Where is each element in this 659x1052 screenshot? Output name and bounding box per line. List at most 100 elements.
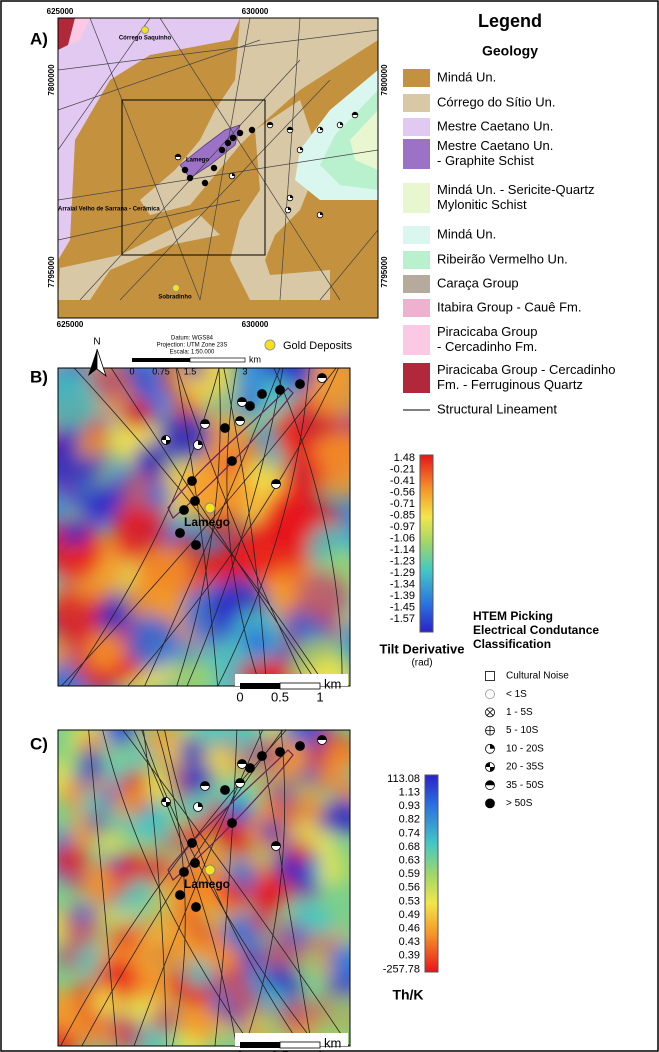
scale-label: 3: [242, 366, 247, 376]
symbol: [275, 385, 285, 395]
heat-blob: [246, 443, 266, 463]
colorbar-label: -1.39: [390, 590, 415, 602]
scale-unit: km: [324, 1035, 341, 1050]
lineament: [217, 368, 310, 686]
symbol: [248, 126, 256, 134]
colorbar-label: -0.56: [390, 486, 415, 498]
legend-label: Mindá Un.: [437, 69, 496, 84]
symbol: [161, 435, 171, 445]
symbol: [220, 785, 230, 795]
contour: [167, 749, 294, 881]
heat-blob: [110, 506, 167, 563]
heat-blob: [113, 786, 146, 819]
x-coord: 625000: [57, 320, 84, 329]
symbol: [175, 528, 185, 538]
place-label: Lamego: [186, 158, 209, 164]
map-border: [57, 17, 379, 319]
lineament: [73, 368, 327, 686]
scale-label: 0: [129, 366, 134, 376]
heat-blob: [319, 862, 341, 885]
symbol: [232, 173, 235, 176]
lineament: [273, 368, 343, 686]
gold-symbol: [264, 339, 276, 351]
heat-blob: [149, 1004, 179, 1034]
north-arrow: [96, 348, 107, 378]
colorbar-label: -1.57: [390, 613, 415, 625]
symbol: [485, 780, 495, 786]
heat-blob: [177, 737, 206, 766]
gold-deposit: [204, 502, 216, 514]
heat-blob: [217, 1020, 235, 1039]
symbol: [175, 890, 185, 900]
legend-swatch: [403, 69, 430, 87]
symbol: [320, 212, 323, 215]
heat-blob: [120, 396, 155, 430]
heat-blob: [290, 789, 324, 824]
heat-blob: [296, 873, 317, 894]
lineament: [122, 730, 350, 1046]
colorbar-label: -0.71: [390, 498, 415, 510]
heat-blob: [304, 368, 350, 419]
heat-field: [58, 730, 350, 1046]
symbol: [295, 379, 305, 389]
colorbar-label: -0.85: [390, 509, 415, 521]
north-label: N: [93, 337, 100, 348]
lineament: [133, 730, 264, 1046]
heat-blob: [126, 616, 180, 670]
legend-label: Córrego do Sítio Un.: [437, 94, 556, 109]
lineament: [144, 368, 281, 686]
heat-blob: [60, 779, 86, 804]
heat-blob: [281, 453, 325, 497]
symbol: [175, 154, 181, 157]
thk-map: [58, 730, 350, 1046]
legend-label: Ribeirão Vermelho Un.: [437, 251, 568, 266]
legend-label: Piracicaba Group: [437, 324, 537, 339]
symbol: [486, 708, 494, 716]
scale-label: 1: [316, 689, 323, 704]
colorbar-label: -0.21: [390, 463, 415, 475]
heat-blob: [93, 775, 112, 794]
scale-bar: [279, 682, 321, 690]
heat-blob: [134, 547, 193, 606]
x-coord: 630000: [242, 320, 269, 329]
colorbar-label: -1.34: [390, 578, 415, 590]
symbol: [275, 747, 285, 757]
symbol: [317, 373, 327, 378]
lineament: [133, 730, 237, 1046]
symbol: [245, 763, 255, 773]
symbol: [267, 122, 273, 125]
heat-blob: [319, 844, 339, 865]
gold-deposit: [141, 26, 149, 34]
colorbar-label: 0.53: [399, 895, 420, 907]
heat-blob: [89, 368, 133, 402]
symbol: [227, 456, 237, 466]
symbol: [191, 902, 201, 912]
symbol: [317, 735, 327, 740]
heat-blob: [183, 368, 205, 379]
symbol: [229, 134, 237, 142]
gold-deposit: [204, 864, 216, 876]
place-label: Córrego Saquinho: [119, 36, 172, 42]
heat-blob: [184, 959, 213, 988]
gold-label: Gold Deposits: [283, 340, 353, 352]
heat-blob: [132, 441, 170, 479]
legend-swatch: [403, 183, 430, 213]
legend-label: Mestre Caetano Un.: [437, 138, 553, 153]
x-coord: 630000: [242, 7, 269, 16]
heat-blob: [210, 993, 231, 1013]
heat-blob: [270, 570, 296, 596]
heat-blob: [147, 482, 172, 507]
north-arrow: [88, 349, 97, 376]
geology-map: [58, 18, 378, 318]
symbol: [190, 858, 200, 868]
heat-blob: [101, 835, 122, 856]
symbol: [200, 781, 210, 786]
lineament: [156, 730, 186, 1046]
lineament: [61, 368, 337, 686]
symbol: [257, 389, 267, 399]
symbol: [161, 797, 171, 807]
y-coord: 7795000: [47, 256, 56, 288]
symbol: [201, 179, 209, 187]
colorbar-label: -1.06: [390, 532, 415, 544]
